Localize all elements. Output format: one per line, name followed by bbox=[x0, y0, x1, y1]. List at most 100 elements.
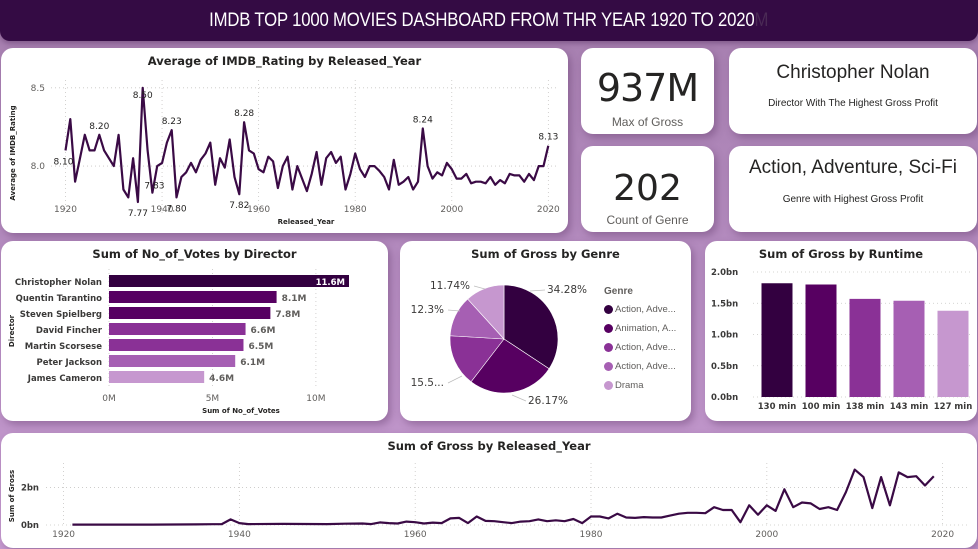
top-genre-name: Action, Adventure, Sci-Fi bbox=[748, 157, 958, 178]
director-label: Peter Jackson bbox=[36, 358, 102, 368]
data-label: 8.23 bbox=[162, 117, 182, 127]
x-tick-label: 1920 bbox=[54, 205, 77, 215]
chart-title: Sum of Gross by Released_Year bbox=[387, 439, 591, 453]
kpi-max-gross-value: 937M bbox=[596, 66, 699, 110]
x-tick-label: 10M bbox=[306, 394, 325, 404]
x-tick-label: 1940 bbox=[228, 530, 251, 540]
y-tick-label: 0.5bn bbox=[711, 362, 738, 372]
data-label: 7.82 bbox=[229, 201, 249, 211]
chart-title: Sum of No_of_Votes by Director bbox=[92, 247, 297, 261]
data-label: 8.10 bbox=[53, 157, 73, 167]
legend-item[interactable]: Action, Adve... bbox=[604, 361, 676, 372]
runtime-bar bbox=[761, 283, 793, 397]
director-label: James Cameron bbox=[27, 374, 102, 384]
x-tick-label: 1920 bbox=[52, 530, 75, 540]
x-tick-label: 2020 bbox=[931, 530, 954, 540]
pie-legend: Genre Action, Adve... Animation, A... Ac… bbox=[604, 286, 689, 396]
legend-label: Animation, A... bbox=[615, 323, 677, 334]
x-tick-label: 2000 bbox=[440, 205, 463, 215]
top-director-card: Christopher Nolan Director With The High… bbox=[729, 48, 977, 134]
director-bar bbox=[109, 307, 271, 319]
bar-value-label: 7.8M bbox=[275, 310, 300, 320]
runtime-bar bbox=[849, 298, 881, 397]
pie-data-label: 11.74% bbox=[430, 280, 470, 292]
pie-leader-line bbox=[447, 375, 463, 384]
data-label: 8.20 bbox=[89, 122, 109, 132]
dashboard-title: IMDB TOP 1000 MOVIES DASHBOARD FROM THR … bbox=[209, 9, 755, 31]
x-tick-label: 2000 bbox=[755, 530, 778, 540]
y-tick-label: 8.5 bbox=[31, 84, 45, 94]
legend-label: Action, Adve... bbox=[615, 342, 676, 353]
x-tick-label: 130 min bbox=[758, 402, 797, 412]
x-tick-label: 0M bbox=[102, 394, 116, 404]
director-label: Christopher Nolan bbox=[15, 278, 102, 288]
pie-slice bbox=[470, 338, 550, 394]
top-genre-caption: Genre with Highest Gross Profit bbox=[782, 194, 924, 205]
y-tick-label: 8.0 bbox=[31, 162, 46, 172]
legend-label: Action, Adve... bbox=[615, 361, 676, 372]
y-axis-title: Average of IMDB_Rating bbox=[9, 105, 17, 200]
data-label: 7.80 bbox=[167, 204, 187, 214]
votes-by-director-card[interactable]: Sum of No_of_Votes by Director 0M 5M 10M Su… bbox=[1, 241, 388, 421]
runtime-bar bbox=[893, 300, 925, 397]
legend-label: Action, Adve... bbox=[615, 304, 676, 315]
data-label: 7.77 bbox=[128, 209, 148, 219]
legend-item[interactable]: Action, Adve... bbox=[604, 342, 676, 353]
gross-by-runtime-card[interactable]: Sum of Gross by Runtime 0.0bn 0.5bn 1.0bn 1… bbox=[705, 241, 977, 421]
director-bar bbox=[109, 291, 277, 303]
top-director-caption: Director With The Highest Gross Profit bbox=[768, 98, 938, 109]
bar-value-label: 8.1M bbox=[282, 294, 307, 304]
dashboard-header: IMDB TOP 1000 MOVIES DASHBOARD FROM THR … bbox=[0, 0, 978, 41]
legend-item[interactable]: Action, Adve... bbox=[604, 304, 676, 315]
kpi-max-gross-label: Max of Gross bbox=[611, 115, 684, 129]
data-label: 8.24 bbox=[413, 116, 433, 126]
y-tick-label: 0.0bn bbox=[711, 393, 738, 403]
legend-dot-icon bbox=[604, 381, 613, 390]
bar-value-label: 6.1M bbox=[240, 358, 265, 368]
legend-dot-icon bbox=[604, 343, 613, 352]
director-label: David Fincher bbox=[36, 326, 103, 336]
director-bar bbox=[109, 275, 349, 287]
gross-by-genre-card[interactable]: Sum of Gross by Genre 34.28% 26.17% 15.5..… bbox=[400, 241, 691, 421]
x-tick-label: 5M bbox=[206, 394, 220, 404]
director-label: Martin Scorsese bbox=[25, 342, 102, 352]
kpi-count-genre-value: 202 bbox=[613, 168, 682, 209]
kpi-count-genre-label: Count of Genre bbox=[606, 213, 689, 227]
pie-slice bbox=[449, 335, 505, 383]
votes-bar-chart[interactable]: 0M 5M 10M Sum of No_of_Votes Director Christo… bbox=[1, 241, 388, 421]
kpi-count-genre-card: 202 Count of Genre bbox=[581, 146, 714, 232]
bar-value-label: 11.6M bbox=[316, 278, 345, 288]
kpi-max-gross-card: 937M Max of Gross bbox=[581, 48, 714, 134]
bar-value-label: 6.6M bbox=[251, 326, 276, 336]
legend-item[interactable]: Drama bbox=[604, 380, 644, 391]
legend-dot-icon bbox=[604, 324, 613, 333]
runtime-bar-chart[interactable]: 0.0bn 0.5bn 1.0bn 1.5bn 2.0bn 130 min 100 min 1… bbox=[705, 241, 977, 421]
legend-dot-icon bbox=[604, 305, 613, 314]
x-axis-title: Sum of No_of_Votes bbox=[202, 407, 280, 415]
pie-leader-line bbox=[529, 289, 546, 292]
x-tick-label: 1960 bbox=[404, 530, 427, 540]
data-label: 7.83 bbox=[144, 182, 164, 192]
pie-data-label: 34.28% bbox=[547, 284, 587, 296]
legend-dot-icon bbox=[604, 362, 613, 371]
genre-pie-chart[interactable]: 34.28% 26.17% 15.5... 12.3% 11.74% bbox=[400, 241, 691, 421]
rating-line-chart[interactable]: 8.0 8.5 1920 1940 1960 1980 2000 2020 Released_Y… bbox=[1, 48, 568, 233]
chart-title: Average of IMDB_Rating by Released_Year bbox=[147, 54, 422, 68]
x-tick-label: 138 min bbox=[846, 402, 885, 412]
runtime-bar bbox=[937, 310, 969, 397]
y-axis-title: Sum of Gross bbox=[8, 470, 16, 522]
data-label: 8.13 bbox=[538, 133, 558, 143]
pie-data-label: 15.5... bbox=[411, 377, 444, 389]
gross-by-year-card[interactable]: Sum of Gross by Released_Year 0bn 2bn 1920… bbox=[1, 433, 977, 548]
chart-title: Sum of Gross by Runtime bbox=[758, 247, 924, 261]
legend-item[interactable]: Animation, A... bbox=[604, 323, 676, 334]
gross-series-line bbox=[72, 468, 935, 526]
x-tick-label: 100 min bbox=[802, 402, 841, 412]
pie-leader-line bbox=[511, 394, 527, 402]
legend-title: Genre bbox=[604, 286, 633, 297]
bar-value-label: 4.6M bbox=[209, 374, 234, 384]
x-axis-title: Released_Year bbox=[278, 218, 335, 226]
bar-value-label: 6.5M bbox=[248, 342, 273, 352]
rating-by-year-card[interactable]: Average of IMDB_Rating by Released_Year … bbox=[1, 48, 568, 233]
